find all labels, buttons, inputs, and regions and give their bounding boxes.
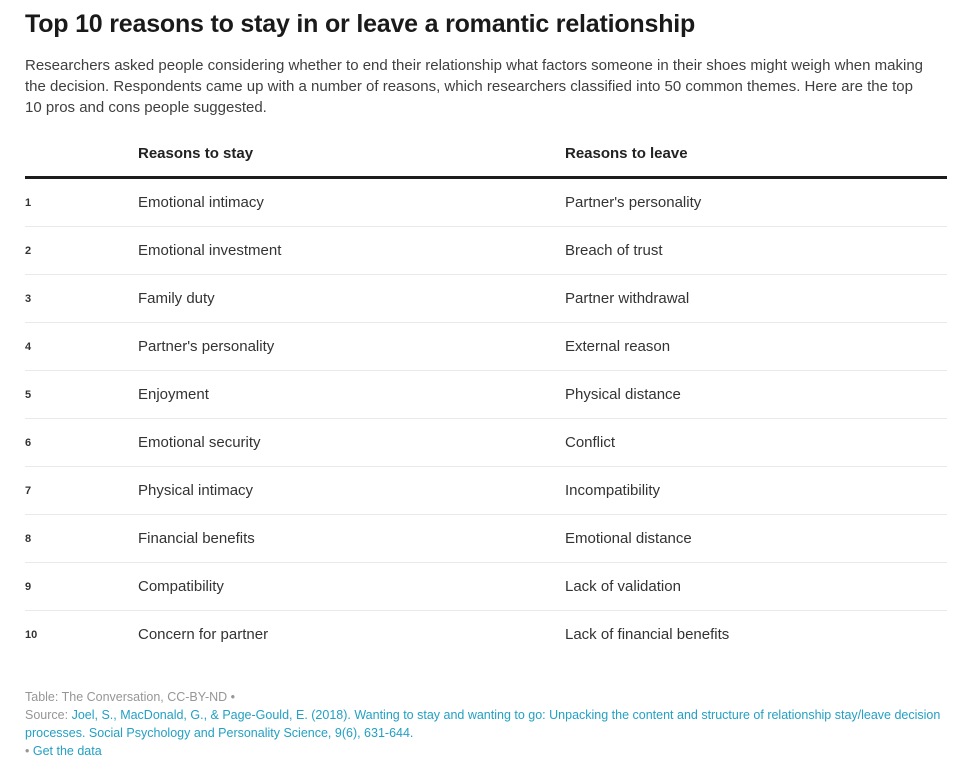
cell-rank: 8 (25, 514, 138, 563)
cell-rank: 4 (25, 322, 138, 371)
table-row: 8 Financial benefits Emotional distance (25, 514, 947, 563)
table-row: 2 Emotional investment Breach of trust (25, 226, 947, 275)
table-header: Reasons to stay Reasons to leave (25, 145, 947, 179)
cell-stay: Enjoyment (138, 370, 565, 419)
table-row: 10 Concern for partner Lack of financial b… (25, 611, 947, 659)
table-header-row: Reasons to stay Reasons to leave (25, 145, 947, 179)
cell-rank: 5 (25, 370, 138, 419)
source-line: Source: Joel, S., MacDonald, G., & Page-… (25, 706, 950, 742)
source-label: Source: (25, 708, 72, 722)
reasons-table: Reasons to stay Reasons to leave 1 Emotio… (25, 145, 947, 658)
cell-stay: Concern for partner (138, 626, 269, 643)
cell-leave: Lack of validation (565, 562, 947, 611)
cell-leave: Physical distance (565, 370, 947, 419)
cell-stay: Compatibility (138, 562, 565, 611)
cell-stay: Family duty (138, 274, 565, 323)
cell-rank: 6 (25, 418, 138, 467)
cell-leave: Partner withdrawal (565, 274, 947, 323)
cell-leave: Breach of trust (565, 226, 947, 275)
table-row: 4 Partner's personality External reason (25, 322, 947, 371)
cell-stay: Emotional security (138, 418, 565, 467)
table-row: 5 Enjoyment Physical distance (25, 370, 947, 419)
table-row: 1 Emotional intimacy Partner's personality (25, 177, 947, 227)
cell-stay: Emotional investment (138, 226, 565, 275)
page-title: Top 10 reasons to stay in or leave a rom… (25, 10, 696, 38)
cell-rank: 2 (25, 226, 138, 275)
cell-stay: Financial benefits (138, 514, 565, 563)
cell-rank: 10 (25, 628, 38, 641)
cell-leave: Lack of financial benefits (565, 626, 730, 643)
cell-leave: Conflict (565, 418, 947, 467)
cell-stay: Physical intimacy (138, 466, 565, 515)
table-row: 6 Emotional security Conflict (25, 418, 947, 467)
table-body: 1 Emotional intimacy Partner's personality… (25, 177, 947, 659)
get-data-line: • Get the data (25, 742, 950, 760)
cell-rank: 1 (25, 177, 138, 227)
get-data-bullet: • (25, 744, 30, 758)
cell-leave: Partner's personality (565, 177, 947, 227)
table-row: 7 Physical intimacy Incompatibility (25, 466, 947, 515)
cell-stay: Partner's personality (138, 322, 565, 371)
table-row: 3 Family duty Partner withdrawal (25, 274, 947, 323)
column-header-stay: Reasons to stay (138, 145, 565, 179)
cell-leave: External reason (565, 322, 947, 371)
cell-rank: 7 (25, 466, 138, 515)
get-data-link[interactable]: Get the data (32, 744, 102, 758)
attribution-footer: Table: The Conversation, CC-BY-ND • Sour… (25, 688, 950, 760)
cell-leave: Incompatibility (565, 466, 947, 515)
table-row: 9 Compatibility Lack of validation (25, 562, 947, 611)
cell-rank: 9 (25, 562, 138, 611)
column-header-rank (25, 145, 138, 179)
table-credit: Table: The Conversation, CC-BY-ND • (25, 690, 236, 704)
chart-description: Researchers asked people considering whe… (25, 57, 924, 116)
cell-rank: 3 (25, 274, 138, 323)
column-header-leave: Reasons to leave (565, 145, 947, 179)
cell-stay: Emotional intimacy (138, 177, 565, 227)
cell-leave: Emotional distance (565, 514, 947, 563)
source-link[interactable]: Joel, S., MacDonald, G., & Page-Gould, E… (25, 708, 941, 740)
